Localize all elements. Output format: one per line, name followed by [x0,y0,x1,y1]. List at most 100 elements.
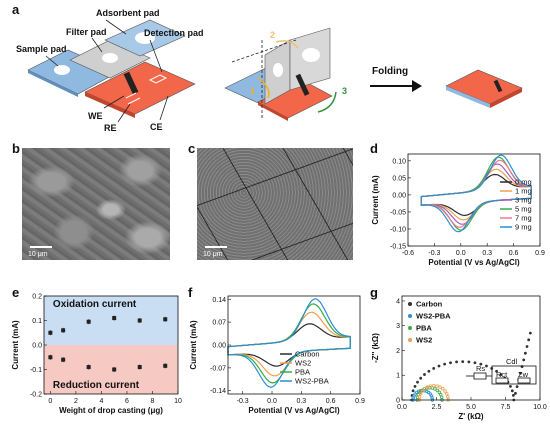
nyquist-point [417,395,422,399]
circuit-zw-label: Zw [518,370,529,379]
oxidation-point [137,318,142,323]
oxidation-point [61,328,66,333]
x-axis-label: Potential (V vs Ag/AgCl) [428,258,520,267]
detection-pad [84,61,196,115]
x-tick-label: 0.0 [397,404,407,411]
scale-bar-b: 10 μm [28,251,48,258]
nyquist-point [432,367,436,370]
adsorbent-pad-label: Adsorbent pad [96,8,160,18]
y-tick-label: 1 [396,373,400,380]
y-axis-label: Current (mA) [189,320,198,370]
y-tick-label: 0.00 [392,192,406,199]
circuit-rs-label: Rs [476,364,485,373]
x-tick-label: 5.0 [466,404,476,411]
reduction-point [61,357,66,362]
y-tick-label: 0.1 [32,318,42,325]
nyquist-point [523,351,527,355]
nyquist-point [446,395,450,399]
nyquist-point [445,392,449,396]
nyquist-point [528,331,532,335]
y-tick-label: 0.00 [212,343,226,350]
nyquist-point [485,364,488,368]
reduction-point [163,363,168,368]
legend-marker [408,302,412,306]
y-tick-label: 3 [396,323,400,330]
legend-label: 5 mg [515,205,532,214]
x-axis-label: Z' (kΩ) [458,412,484,421]
nyquist-point [514,391,517,395]
nyquist-point [449,361,452,365]
panel-label-f: f [188,285,193,300]
legend-label: 1 mg [515,187,532,196]
circuit-box [491,365,537,385]
nyquist-point [467,360,471,364]
oxidation-point [112,316,117,321]
nyquist-chart: 0.0 2.5 5.0 7.5 10.0 0 1 2 3 4 Z' (kΩ) -Z'' (kΩ) Car… [371,295,547,421]
x-tick-label: -0.6 [402,250,414,257]
nyquist-point [433,387,437,391]
oxidation-point [163,317,168,322]
sample-pad-label: Sample pad [16,44,67,54]
nyquist-point [527,338,531,342]
we-label: WE [88,111,103,121]
y-tick-label: 0 [396,398,400,405]
legend-marker [408,338,412,342]
folding-label: Folding [372,66,409,77]
panel-label-e: e [12,285,20,300]
y-tick-label: 4 [396,298,400,305]
cv-curve [227,303,351,384]
nyquist-point [416,380,419,384]
y-tick-label: 0.2 [32,294,42,301]
nyquist-point [423,387,427,391]
y-tick-label: 0.0 [32,343,42,350]
y-axis-label: Current (mA) [371,175,380,225]
nyquist-point [423,373,426,376]
nyquist-point [425,385,430,389]
nyquist-point [461,360,465,364]
y-tick-label: 0.14 [212,297,226,304]
cv-curve [227,311,351,377]
x-tick-label: 0.9 [535,250,545,257]
nyquist-point [473,361,477,365]
circuit-zw [517,377,531,384]
legend-label: WS2-PBA [295,377,329,386]
detection-pad-label: Detection pad [144,28,204,38]
oxidation-point [86,319,91,324]
legend-label: 0 mg [515,178,532,187]
x-tick-label: 0.6 [509,250,519,257]
reduction-band-label: Reduction current [53,380,140,391]
y-tick-label: -0.2 [30,392,42,399]
x-tick-label: 0.0 [456,250,466,257]
x-axis-label: Weight of drop casting (μg) [59,406,163,415]
legend-label: PBA [416,324,432,333]
legend-label: 9 mg [515,223,532,232]
legend-marker [408,326,412,330]
nyquist-point [519,371,522,375]
nyquist-point [430,396,434,400]
y-tick-label: 2 [396,348,400,355]
nyquist-point [418,392,423,396]
nyquist-point [435,384,439,388]
nyquist-point [525,345,529,348]
re-label: RE [104,123,117,133]
step-1-label: 1 [250,86,256,96]
reduction-point [137,365,142,370]
cv-curve [227,298,351,388]
nyquist-point [495,369,498,373]
x-tick-label: 0 [48,398,52,405]
x-tick-label: 0.9 [355,398,365,405]
x-tick-label: 10.0 [533,404,547,411]
y-tick-label: -0.14 [210,388,226,395]
x-axis-label: Potential (V vs Ag/AgCl) [248,406,340,415]
nyquist-point [515,385,519,389]
nyquist-point [438,385,442,389]
reduction-band [44,345,178,394]
y-axis-label: Current (mA) [11,320,20,370]
x-tick-label: -0.3 [237,398,249,405]
oxidation-band-label: Oxidation current [53,299,137,310]
y-tick-label: 0.10 [392,158,406,165]
nyquist-point [437,390,442,395]
y-axis-label: -Z'' (kΩ) [371,333,380,363]
nyquist-point [413,384,417,388]
sem-image-c: 10 μm [197,148,353,260]
